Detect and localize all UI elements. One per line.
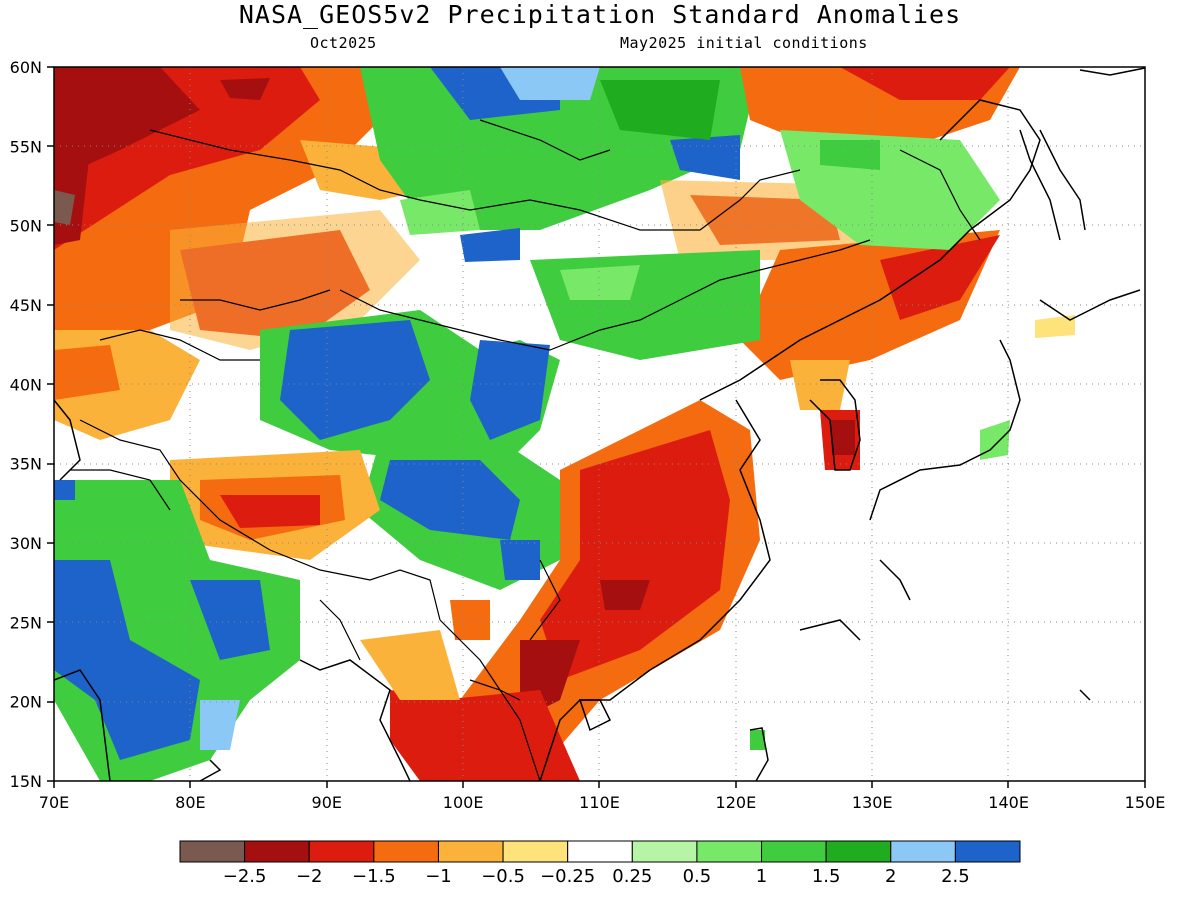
anomaly-region — [460, 228, 520, 262]
anomaly-field — [54, 67, 1145, 781]
coastlines — [54, 67, 1145, 781]
anomaly-region — [54, 345, 120, 400]
latitude-tick-label: 50N — [10, 217, 42, 236]
latitude-tick-label: 30N — [10, 534, 42, 553]
grid-lines — [54, 67, 1145, 781]
latitude-tick-label: 15N — [10, 772, 42, 791]
longitude-tick-label: 130E — [852, 793, 893, 812]
longitude-tick-label: 100E — [443, 793, 484, 812]
anomaly-region — [980, 420, 1010, 460]
anomaly-region — [1035, 315, 1075, 338]
colorbar-tick-label: −1.5 — [352, 866, 396, 887]
anomaly-region — [500, 67, 600, 100]
anomaly-region — [54, 480, 75, 500]
anomaly-region — [560, 265, 640, 300]
anomaly-region — [670, 135, 740, 180]
latitude-tick-label: 60N — [10, 58, 42, 77]
colorbar-swatch — [502, 840, 569, 863]
colorbar-tick-label: −0.5 — [481, 866, 525, 887]
anomaly-region — [880, 235, 1000, 320]
colorbar-tick-label: 0.25 — [612, 866, 652, 887]
anomaly-region — [200, 700, 240, 750]
colorbar-tick-label: −2 — [296, 866, 323, 887]
latitude-labels: 15N 20N 25N 30N 35N 40N 45N 50N 55N 60N — [10, 58, 42, 791]
anomaly-region — [54, 190, 75, 225]
longitude-tick-label: 110E — [579, 793, 620, 812]
colorbar-swatch — [954, 840, 1021, 863]
colorbar-swatch — [890, 840, 956, 863]
longitude-tick-label: 140E — [988, 793, 1029, 812]
colorbar-swatch — [179, 840, 246, 863]
colorbar-labels: −2.5 −2 −1.5 −1 −0.5 −0.25 0.25 0.5 1 1.5 2 2.5 — [223, 866, 970, 887]
anomaly-region — [840, 67, 1010, 100]
anomaly-region — [820, 140, 880, 170]
colorbar-swatch — [825, 840, 892, 863]
anomaly-region — [790, 360, 850, 410]
colorbar-tick-label: −0.25 — [540, 866, 595, 887]
colorbar-tick-label: 2.5 — [941, 866, 970, 887]
anomaly-region — [830, 420, 855, 455]
longitude-tick-label: 80E — [175, 793, 205, 812]
anomaly-region — [380, 460, 520, 540]
colorbar-tick-label: −1 — [425, 866, 452, 887]
colorbar-swatch — [761, 840, 827, 863]
colorbar-tick-label: 1 — [756, 866, 767, 887]
anomaly-region — [470, 340, 550, 440]
colorbar-tick-label: 0.5 — [683, 866, 712, 887]
initial-conditions: May2025 initial conditions — [620, 34, 868, 52]
colorbar-swatch — [631, 840, 698, 863]
colorbar-tick-label: 1.5 — [812, 866, 841, 887]
longitude-tick-label: 90E — [312, 793, 342, 812]
latitude-tick-label: 25N — [10, 613, 42, 632]
latitude-tick-label: 35N — [10, 455, 42, 474]
anomaly-region — [500, 540, 540, 580]
country-borders — [70, 119, 981, 781]
anomaly-region — [54, 560, 200, 760]
map-title: NASA_GEOS5v2 Precipitation Standard Anom… — [238, 0, 962, 29]
anomaly-region — [440, 690, 580, 781]
colorbar-tick-label: −2.5 — [223, 866, 267, 887]
longitude-tick-label: 120E — [716, 793, 757, 812]
colorbar-swatch — [567, 840, 633, 863]
anomaly-region — [54, 67, 200, 180]
longitude-labels: 70E 80E 90E 100E 110E 120E 130E 140E 150E — [39, 793, 1166, 812]
colorbar-tick-label: 2 — [885, 866, 896, 887]
latitude-tick-label: 40N — [10, 375, 42, 394]
latitude-tick-label: 45N — [10, 296, 42, 315]
colorbar-swatch — [244, 840, 310, 863]
colorbar-swatch — [373, 840, 439, 863]
colorbar-swatch — [308, 840, 375, 863]
colorbar — [179, 840, 1021, 863]
axis-tick-marks — [47, 66, 1146, 788]
anomaly-region — [190, 580, 270, 660]
anomaly-region — [220, 495, 320, 528]
latitude-tick-label: 55N — [10, 137, 42, 156]
anomaly-region — [600, 80, 720, 140]
anomaly-region — [750, 730, 765, 750]
anomaly-region — [600, 580, 650, 610]
anomaly-region — [360, 630, 460, 700]
anomaly-region — [400, 190, 480, 235]
colorbar-swatch — [696, 840, 763, 863]
anomaly-region — [280, 320, 430, 440]
anomaly-region — [170, 210, 420, 350]
colorbar-swatch — [437, 840, 504, 863]
anomaly-region — [540, 430, 730, 680]
longitude-tick-label: 70E — [39, 793, 69, 812]
latitude-tick-label: 20N — [10, 693, 42, 712]
anomaly-region — [450, 600, 490, 640]
forecast-month: Oct2025 — [310, 34, 377, 52]
longitude-tick-label: 150E — [1125, 793, 1166, 812]
anomaly-region — [220, 78, 270, 100]
